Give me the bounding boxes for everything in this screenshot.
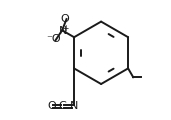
Text: ⁻O: ⁻O: [46, 34, 61, 44]
Text: N: N: [58, 26, 67, 36]
Text: C: C: [59, 101, 67, 111]
Text: +: +: [62, 24, 68, 33]
Text: N: N: [70, 101, 78, 111]
Text: O: O: [60, 14, 69, 24]
Text: O: O: [47, 101, 56, 111]
